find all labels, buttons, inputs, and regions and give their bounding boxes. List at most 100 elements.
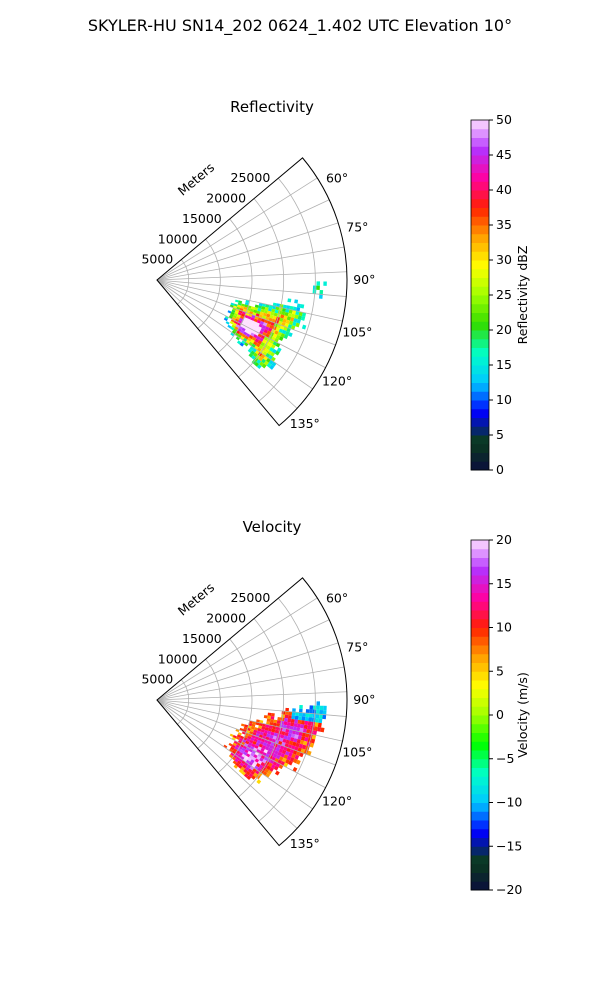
colorbar-segment xyxy=(471,277,489,287)
data-cell xyxy=(287,312,292,318)
data-cell xyxy=(318,294,323,299)
data-cell xyxy=(233,303,238,307)
data-cell xyxy=(256,359,262,365)
data-cell xyxy=(237,334,242,339)
data-cell xyxy=(274,309,279,314)
data-cell xyxy=(254,361,260,367)
data-cell xyxy=(245,740,250,745)
colorbar-segment xyxy=(471,785,489,795)
data-cell xyxy=(282,724,287,729)
data-cell xyxy=(252,768,257,773)
data-cell xyxy=(231,736,236,741)
data-cell xyxy=(272,305,277,310)
data-cell xyxy=(241,747,246,752)
data-cell xyxy=(294,754,300,760)
data-cell xyxy=(234,326,239,331)
data-cell xyxy=(272,735,277,740)
colorbar-tick-label: 20 xyxy=(496,322,512,337)
data-cell xyxy=(256,310,261,315)
data-cell xyxy=(251,756,257,762)
azimuth-spoke xyxy=(156,246,345,281)
colorbar-segment xyxy=(471,767,489,777)
azimuth-spoke xyxy=(156,597,318,701)
data-cell xyxy=(280,753,286,758)
data-cell xyxy=(288,740,294,746)
azimuth-tick-label: 120° xyxy=(322,374,352,389)
data-cell xyxy=(261,306,266,310)
data-cell xyxy=(282,757,287,763)
data-cell xyxy=(245,333,251,338)
data-cell xyxy=(251,343,256,349)
colorbar-tick-label: 25 xyxy=(496,287,512,302)
data-cell xyxy=(248,772,254,778)
data-cell xyxy=(270,719,274,723)
data-cell xyxy=(236,340,242,345)
data-cell xyxy=(259,361,264,367)
data-cell xyxy=(319,709,324,715)
data-cell xyxy=(240,335,245,341)
data-cell xyxy=(282,738,287,744)
data-cell xyxy=(268,304,273,309)
azimuth-spoke xyxy=(156,642,339,701)
data-cell xyxy=(255,342,261,348)
data-cell xyxy=(230,746,235,751)
data-cell xyxy=(233,764,238,769)
data-cell xyxy=(293,318,298,323)
data-cell xyxy=(239,315,245,320)
data-cell xyxy=(270,716,275,720)
data-cell xyxy=(250,745,255,751)
data-cell xyxy=(248,761,254,767)
data-cell xyxy=(285,728,290,733)
data-cell xyxy=(300,748,306,754)
radar-data-field xyxy=(223,281,327,370)
data-cell xyxy=(256,739,261,744)
data-cell xyxy=(285,319,291,325)
data-cell xyxy=(242,757,248,763)
colorbar-tick-label: −15 xyxy=(496,838,522,853)
azimuth-tick-label: 105° xyxy=(342,325,372,340)
data-cell xyxy=(256,730,261,735)
data-cell xyxy=(291,753,296,759)
data-cell xyxy=(238,317,244,322)
colorbar-segment xyxy=(471,225,489,235)
data-cell xyxy=(264,326,270,331)
data-cell xyxy=(254,744,259,749)
data-cell xyxy=(249,319,254,324)
data-cell xyxy=(237,739,243,744)
data-cell xyxy=(267,770,273,775)
data-cell xyxy=(269,364,275,370)
data-cell xyxy=(297,747,302,753)
data-cell xyxy=(252,740,257,745)
data-cell xyxy=(238,768,244,774)
data-cell xyxy=(281,727,287,732)
colorbar-segment xyxy=(471,198,489,208)
data-cell xyxy=(260,728,265,733)
data-cell xyxy=(283,334,289,340)
azimuth-spoke xyxy=(156,199,330,281)
colorbar-segment xyxy=(471,443,489,453)
data-cell xyxy=(239,762,245,767)
data-cell xyxy=(240,305,245,309)
colorbar: 0 5 10 15 20 25 30 35 40 45 50 Reflectivity dBZ xyxy=(470,112,530,477)
data-cell xyxy=(308,717,313,722)
data-cell xyxy=(247,337,252,342)
data-cell xyxy=(260,341,266,347)
data-cell xyxy=(293,722,298,728)
data-cell xyxy=(262,322,268,327)
colorbar-segment xyxy=(471,793,489,803)
data-cell xyxy=(296,307,301,312)
data-cell xyxy=(264,307,269,311)
data-cell xyxy=(244,724,249,728)
panel-title: Velocity xyxy=(243,518,302,536)
data-cell xyxy=(249,728,255,733)
data-cell xyxy=(266,345,271,351)
data-cell xyxy=(237,754,242,759)
data-cell xyxy=(247,768,253,773)
colorbar-segment xyxy=(471,540,489,550)
colorbar-tick-label: 40 xyxy=(496,182,512,197)
data-cell xyxy=(228,754,234,759)
data-cell xyxy=(245,766,250,771)
data-cell xyxy=(260,761,266,767)
data-cell xyxy=(254,304,259,309)
